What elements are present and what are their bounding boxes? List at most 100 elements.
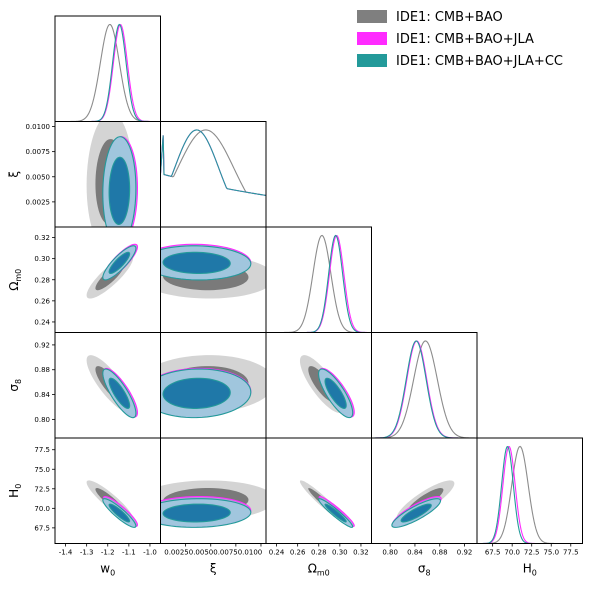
y-axis-label-sub: 0	[14, 484, 23, 489]
y-tick-label: 0.28	[34, 276, 50, 284]
marginal-curve-1	[371, 340, 477, 438]
contour-1sigma-2	[108, 251, 131, 275]
x-tick-label: 0.84	[407, 549, 423, 557]
marginal-curve-2	[371, 340, 477, 438]
marginal-om	[266, 234, 372, 333]
x-tick-label: 77.5	[563, 549, 579, 557]
panel-frame	[160, 121, 267, 228]
x-tick-label: 0.32	[353, 549, 369, 557]
x-axis-label-main: Ω	[308, 562, 317, 576]
legend-swatch-1	[357, 32, 387, 45]
contour-1sigma-2	[162, 377, 231, 409]
x-tick-label: 0.26	[290, 549, 306, 557]
x-tick-label: 67.5	[485, 549, 501, 557]
x-tick-label: -1.2	[101, 549, 115, 557]
marginal-curve-1	[55, 23, 161, 122]
contour-1sigma-2	[162, 503, 231, 523]
marginal-h0	[477, 445, 583, 544]
y-tick-label: 0.24	[34, 318, 50, 326]
x-axis-label-sub: m0	[317, 569, 330, 578]
y-axis-label-s8: σ8	[7, 379, 23, 392]
y-tick-label: 70.0	[34, 505, 50, 513]
y-axis-label-sub: m0	[14, 269, 23, 282]
legend-label-0: IDE1: CMB+BAO	[396, 10, 503, 25]
legend-label-2: IDE1: CMB+BAO+JLA+CC	[396, 54, 563, 69]
panel-xi-h0	[160, 480, 266, 528]
y-tick-label: 0.0100	[26, 123, 51, 131]
x-axis-label-xi: ξ	[210, 562, 217, 576]
y-tick-label: 77.5	[34, 446, 50, 454]
x-tick-label: -1.4	[59, 549, 73, 557]
y-axis-label-sub: 8	[14, 379, 23, 384]
panel-frame	[265, 437, 372, 544]
x-axis-label-main: w	[100, 562, 110, 576]
y-tick-label: 0.92	[34, 341, 50, 349]
marginal-xi	[160, 129, 266, 196]
y-tick-label: 0.26	[34, 297, 50, 305]
marginal-curve-2	[160, 129, 266, 196]
contour-1sigma-2	[324, 503, 347, 523]
x-tick-label: -1.3	[80, 549, 94, 557]
marginal-curve-2	[266, 234, 372, 333]
x-tick-label: 0.30	[332, 549, 348, 557]
panel-xi-s8	[160, 355, 266, 419]
legend: IDE1: CMB+BAO IDE1: CMB+BAO+JLA IDE1: CMB+…	[357, 10, 563, 69]
y-tick-label: 75.0	[34, 466, 50, 474]
panel-w0-s8	[86, 355, 139, 419]
x-tick-label: 0.24	[269, 549, 285, 557]
y-axis-label-main: ξ	[7, 171, 21, 178]
x-axis-label-s8: σ8	[418, 562, 431, 578]
y-axis-label-om: Ωm0	[7, 269, 23, 291]
y-tick-label: 0.0075	[26, 148, 51, 156]
marginal-curve-0	[477, 445, 583, 544]
x-axis-label-main: ξ	[210, 562, 217, 576]
x-axis-label-main: H	[523, 562, 532, 576]
panel-frame	[476, 437, 583, 544]
panel-om-s8	[299, 355, 355, 419]
y-tick-label: 72.5	[34, 485, 50, 493]
panel-xi-om	[160, 243, 266, 299]
y-tick-label: 0.32	[34, 234, 50, 242]
x-tick-label: -1.1	[122, 549, 136, 557]
y-tick-label: 67.5	[34, 524, 50, 532]
x-axis-label-w0: w0	[100, 562, 115, 578]
marginal-curve-0	[371, 340, 477, 438]
panel-frame	[54, 15, 161, 122]
x-tick-label: 70.0	[504, 549, 520, 557]
panel-w0-xi	[86, 121, 139, 227]
x-tick-label: 0.28	[311, 549, 327, 557]
y-tick-label: 0.84	[34, 391, 50, 399]
contour-1sigma-2	[400, 503, 432, 523]
marginal-s8	[371, 340, 477, 438]
contour-1sigma-2	[324, 377, 347, 409]
x-tick-label: 72.5	[524, 549, 540, 557]
contour-1sigma-2	[108, 503, 131, 523]
marginal-curve-2	[55, 23, 161, 122]
y-axis-label-main: Ω	[7, 282, 21, 291]
marginal-curve-0	[55, 23, 161, 122]
panel-w0-h0	[86, 480, 139, 528]
x-tick-label: 0.00250.00500.00750.0100	[164, 549, 262, 557]
y-axis-label-main: H	[7, 489, 21, 498]
x-tick-label: 0.92	[457, 549, 473, 557]
panel-frame	[371, 332, 478, 439]
x-axis-label-sub: 0	[532, 569, 537, 578]
panel-w0-om	[86, 243, 139, 299]
panel-s8-h0	[391, 480, 455, 528]
marginal-curve-1	[266, 234, 372, 333]
x-tick-label: -1.0	[143, 549, 157, 557]
x-axis-label-main: σ	[418, 562, 426, 576]
legend-label-1: IDE1: CMB+BAO+JLA	[396, 32, 534, 47]
contour-1sigma-2	[108, 377, 131, 409]
y-axis-label-xi: ξ	[7, 171, 21, 178]
marginal-curve-0	[266, 234, 372, 333]
marginal-w0	[55, 23, 161, 122]
x-tick-label: 0.80	[382, 549, 398, 557]
y-tick-label: 0.0025	[26, 198, 51, 206]
y-tick-label: 0.80	[34, 416, 50, 424]
contour-1sigma-2	[108, 156, 131, 225]
y-tick-label: 0.0050	[26, 173, 51, 181]
x-tick-label: 75.0	[543, 549, 559, 557]
